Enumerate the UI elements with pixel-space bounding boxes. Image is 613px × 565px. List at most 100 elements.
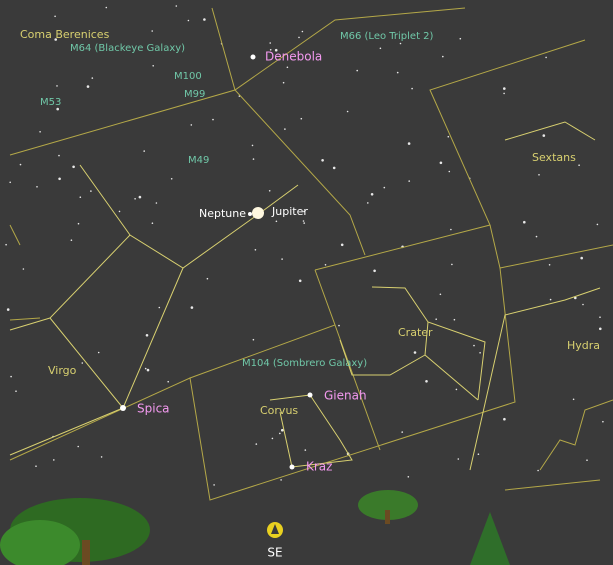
background-star <box>187 19 190 22</box>
background-star <box>145 334 149 337</box>
background-star <box>321 159 324 162</box>
background-star <box>448 170 451 173</box>
deep-sky-label: M66 (Leo Triplet 2) <box>340 31 434 42</box>
boundary <box>504 479 601 491</box>
boundary <box>9 224 21 246</box>
background-star <box>9 181 11 184</box>
background-star <box>56 107 59 111</box>
background-star <box>425 380 428 383</box>
background-star <box>56 85 58 87</box>
background-star <box>271 437 274 440</box>
background-star <box>457 458 460 460</box>
background-star <box>451 263 453 266</box>
background-star <box>535 235 538 238</box>
background-star <box>396 71 399 74</box>
background-star <box>81 362 84 364</box>
tree-trunk <box>82 540 90 565</box>
background-star <box>538 174 540 176</box>
background-star <box>90 190 92 192</box>
background-star <box>146 368 150 372</box>
constellation-lines <box>9 121 601 471</box>
tree <box>0 520 80 565</box>
background-star <box>190 124 193 126</box>
background-star <box>269 42 272 44</box>
star-label: Gienah <box>324 389 367 403</box>
background-star <box>439 161 443 165</box>
background-star <box>39 131 41 133</box>
star-label: Denebola <box>265 50 322 64</box>
background-star <box>447 135 450 138</box>
background-star <box>5 243 7 246</box>
background-star <box>503 87 506 90</box>
background-star <box>477 453 480 456</box>
background-star <box>549 298 552 301</box>
background-star <box>274 48 278 52</box>
background-star <box>578 164 580 166</box>
background-star <box>373 269 376 273</box>
compass-label: SE <box>267 546 282 560</box>
background-star <box>281 428 284 432</box>
background-star <box>399 42 402 45</box>
background-star <box>572 398 575 401</box>
background-star <box>304 449 307 451</box>
constellation-label: Virgo <box>48 364 77 377</box>
background-star <box>10 375 12 378</box>
background-star <box>383 186 386 189</box>
background-star <box>479 352 481 354</box>
background-star <box>203 18 206 21</box>
background-star <box>407 476 410 478</box>
background-star <box>155 202 158 204</box>
background-star <box>370 193 374 196</box>
background-star <box>413 351 417 354</box>
horizon-trees: SE <box>0 490 510 565</box>
tree <box>470 512 510 565</box>
background-star <box>91 77 94 79</box>
background-star <box>190 306 194 309</box>
background-star <box>275 220 278 223</box>
star-marker <box>289 464 295 470</box>
background-star <box>70 239 73 241</box>
background-star <box>282 81 285 84</box>
background-star <box>324 264 327 266</box>
star-marker <box>120 405 126 411</box>
background-star <box>212 118 214 121</box>
background-star <box>303 210 305 213</box>
background-star <box>356 69 359 72</box>
background-star <box>300 117 303 120</box>
background-star <box>548 264 551 266</box>
background-star <box>58 154 60 157</box>
background-star <box>450 228 452 231</box>
deep-sky-label: M99 <box>184 89 205 100</box>
boundary <box>9 317 41 321</box>
background-star <box>453 318 456 321</box>
background-star <box>580 256 583 260</box>
background-star <box>279 432 281 435</box>
crater-line <box>424 354 479 401</box>
background-star <box>459 37 462 40</box>
background-star <box>22 268 25 270</box>
background-star <box>574 296 577 300</box>
background-star <box>269 49 272 51</box>
virgo-line <box>9 407 124 456</box>
star-label: Kraz <box>306 460 332 474</box>
deep-sky-label: M53 <box>40 97 61 108</box>
background-star <box>280 479 282 481</box>
constellation-label: Crater <box>398 326 433 339</box>
background-star <box>252 158 255 160</box>
background-star <box>36 186 38 188</box>
background-star <box>6 308 10 311</box>
background-star <box>151 222 154 224</box>
background-star <box>35 465 37 468</box>
background-star <box>86 85 90 88</box>
background-star <box>77 222 80 225</box>
background-star <box>268 190 271 192</box>
background-star <box>407 142 411 145</box>
background-star <box>134 198 136 200</box>
star-marker <box>307 392 313 398</box>
background-star <box>599 327 602 331</box>
background-star <box>455 388 458 391</box>
background-star <box>144 367 147 370</box>
background-star <box>170 178 173 180</box>
deep-sky-label: M64 (Blackeye Galaxy) <box>70 43 185 54</box>
background-star <box>346 110 349 113</box>
